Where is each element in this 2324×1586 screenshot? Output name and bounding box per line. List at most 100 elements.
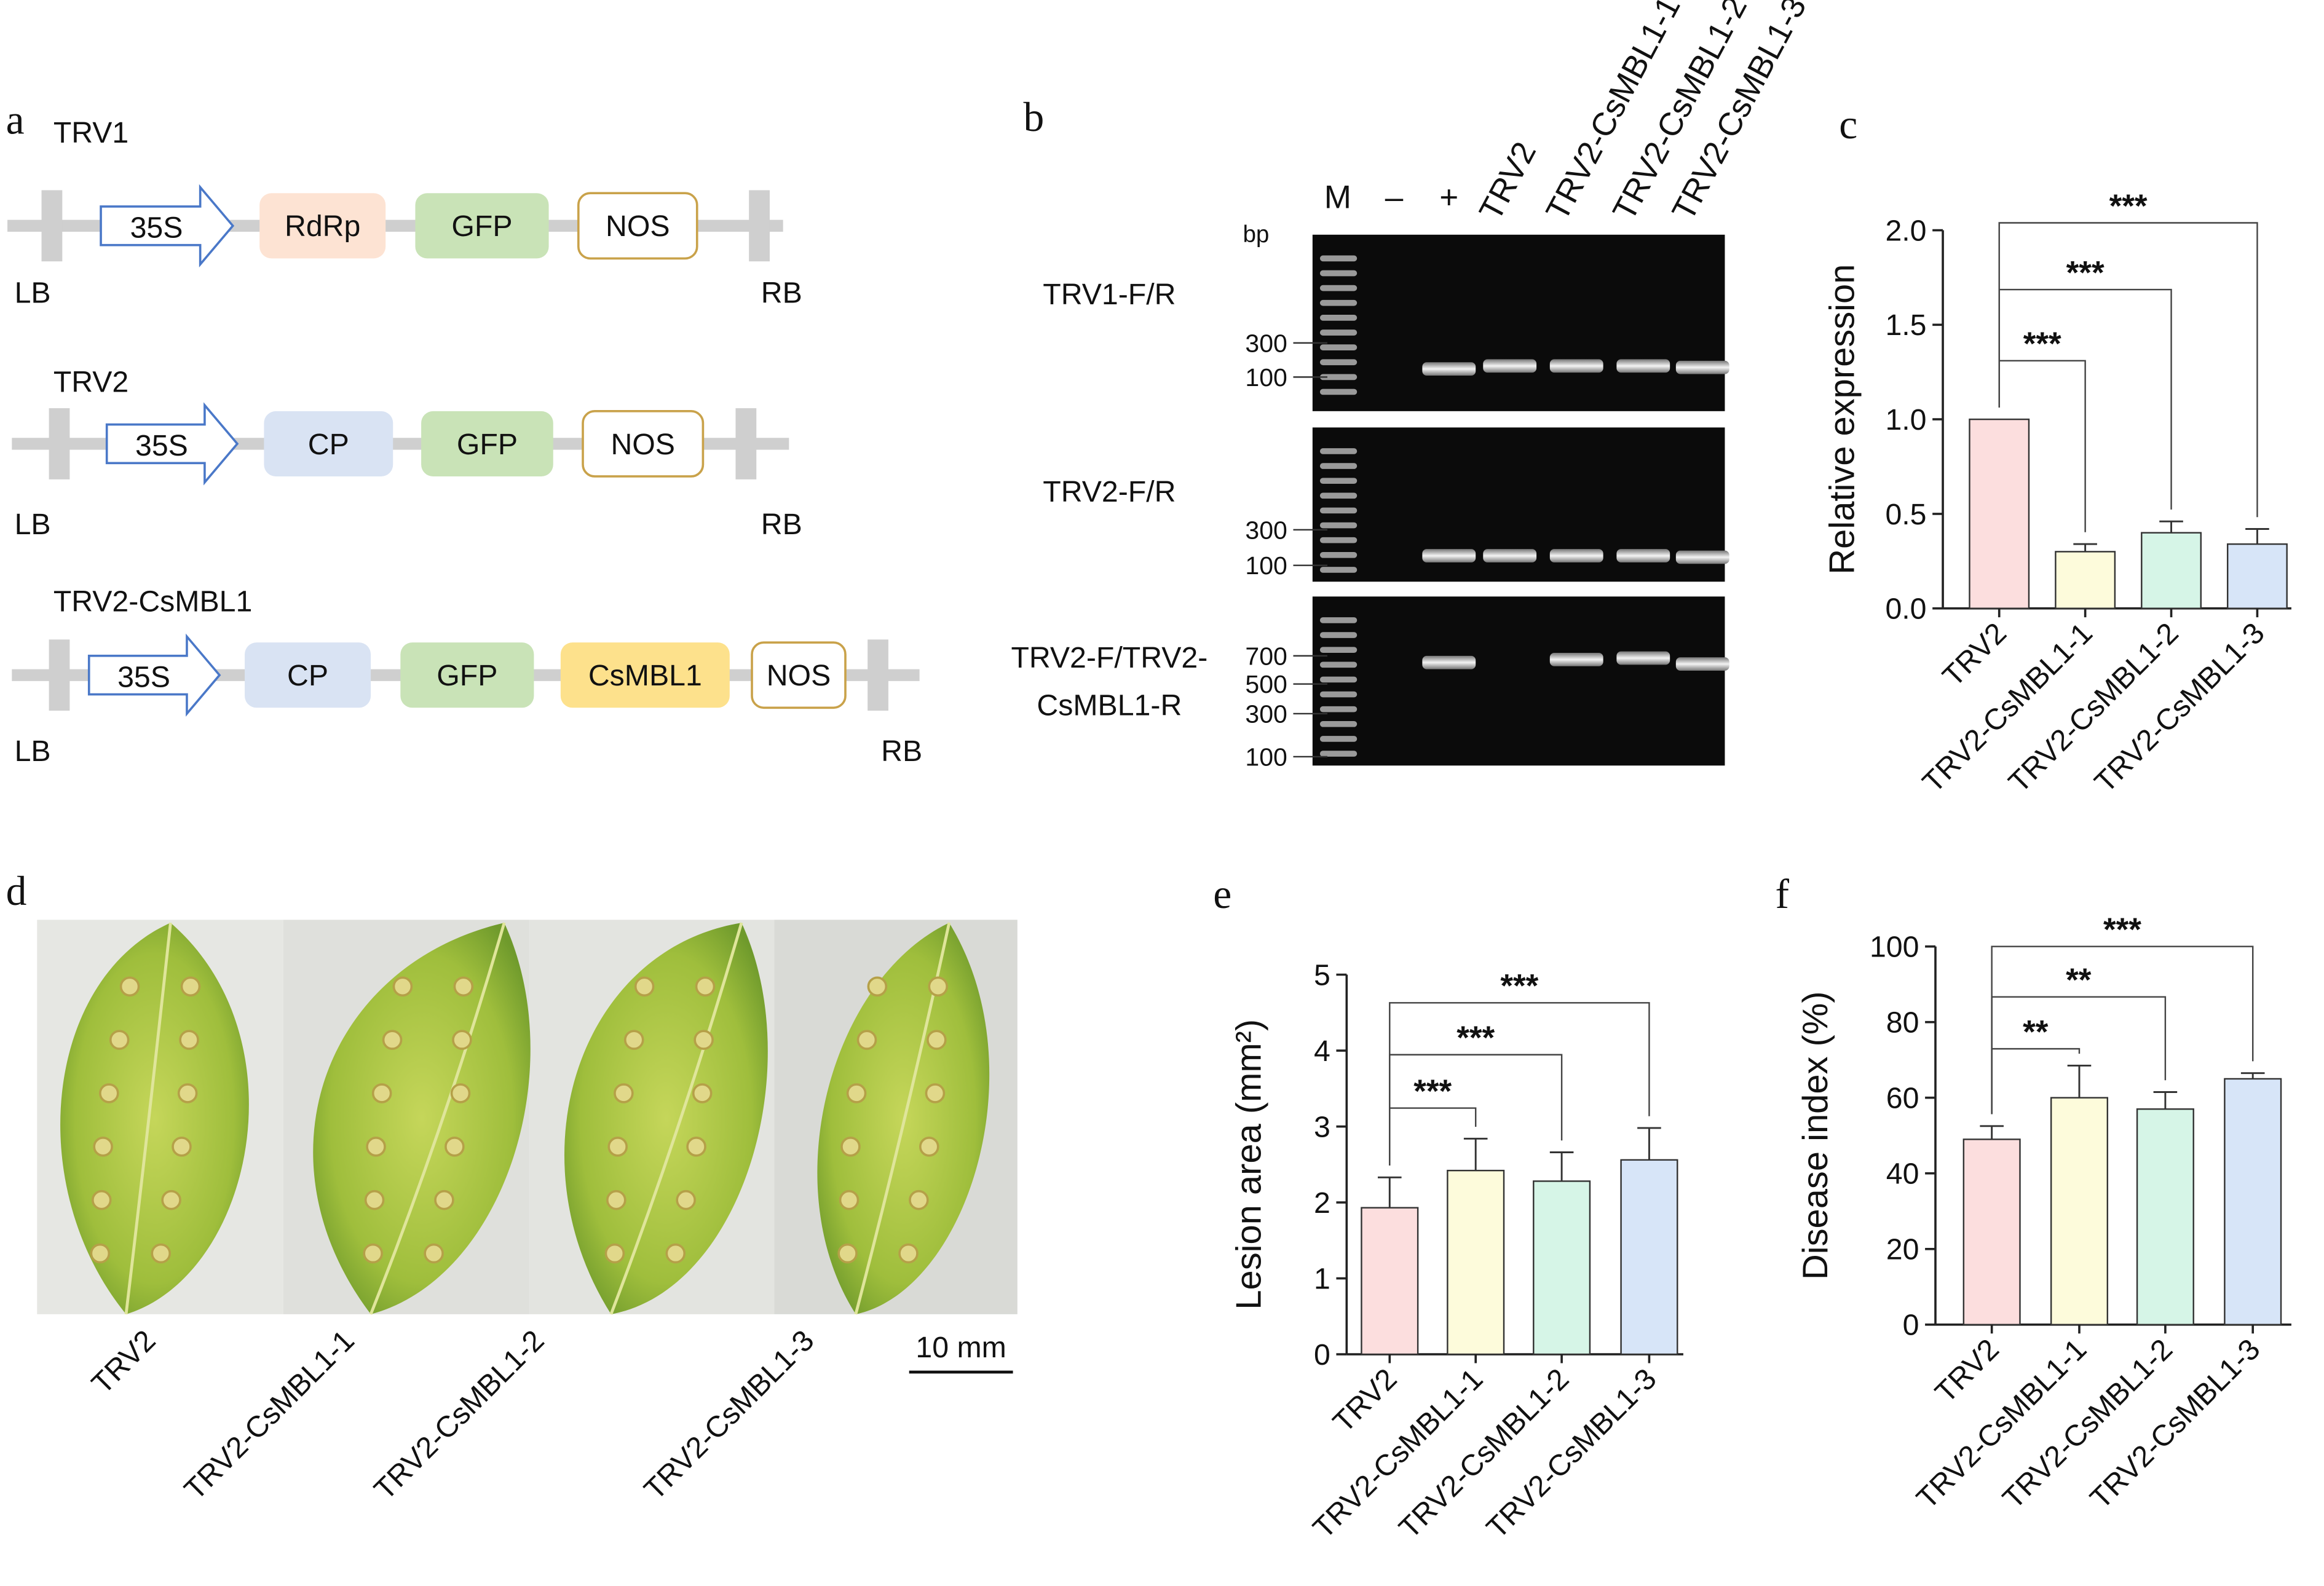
lesion: [925, 1083, 946, 1103]
left-border: LB: [15, 277, 51, 310]
ladder-band: [1319, 661, 1358, 668]
marker-label: 100: [1245, 743, 1287, 771]
ladder-band: [1319, 507, 1358, 514]
element-box: [400, 642, 534, 708]
marker-label: 300: [1245, 329, 1287, 357]
promoter-arrow: [105, 402, 239, 486]
lesion: [180, 976, 201, 997]
element-label: NOS: [606, 210, 670, 243]
error-bar: [1980, 1125, 2004, 1140]
lesion: [151, 1243, 172, 1264]
band: [1422, 362, 1476, 376]
lesion: [119, 976, 140, 997]
error-bar: [2153, 1091, 2178, 1110]
right-border: RB: [761, 508, 802, 541]
lane-label: –: [1385, 179, 1404, 215]
error-bar: [2240, 1072, 2265, 1079]
primer-label: CsMBL1-R: [1037, 688, 1182, 722]
lesion: [453, 976, 474, 997]
element-box: [259, 193, 386, 259]
leaf-midrib: [124, 922, 951, 1315]
band: [1616, 549, 1670, 562]
lesion: [93, 1137, 113, 1157]
band: [1483, 359, 1537, 373]
element-label: NOS: [611, 428, 675, 461]
significance-label: ***: [1413, 1073, 1452, 1110]
border-post: [49, 408, 70, 479]
ladder-band: [1319, 389, 1358, 395]
lesion: [452, 1030, 472, 1050]
y-tick-label: 1.0: [1885, 403, 1926, 436]
significance-label: ***: [2023, 326, 2061, 362]
x-tick-label: TRV2: [1327, 1362, 1404, 1439]
element-label: GFP: [437, 659, 497, 692]
lesion: [366, 1137, 386, 1157]
significance-bracket: [1991, 945, 2254, 1115]
band: [1483, 549, 1537, 562]
y-tick-label: 1: [1314, 1262, 1330, 1295]
bar: [1962, 1138, 2021, 1325]
y-axis-title: Disease index (%): [1796, 991, 1835, 1280]
leaf-photo: [37, 920, 1018, 1315]
x-tick-label: TRV2: [1936, 617, 2013, 693]
lesions: [90, 976, 949, 1264]
lesion: [91, 1190, 112, 1210]
element-label: NOS: [767, 659, 831, 692]
lesion: [919, 1137, 939, 1157]
lesion: [179, 1030, 199, 1050]
ladder-band: [1319, 270, 1358, 277]
element-box: [421, 411, 553, 476]
bar: [2055, 551, 2116, 609]
lesion: [665, 1243, 686, 1264]
element-box: [415, 193, 549, 259]
significance-label: ***: [1456, 1020, 1495, 1056]
y-tick-label: 2.0: [1885, 214, 1926, 247]
lesion: [927, 1030, 947, 1050]
primer-label: TRV1-F/R: [1043, 278, 1176, 311]
y-tick-label: 1.5: [1885, 309, 1926, 342]
bar: [2226, 543, 2288, 609]
lesion: [177, 1083, 198, 1103]
ladder-band: [1319, 299, 1358, 306]
y-tick-label: 0.0: [1885, 593, 1926, 626]
lesion: [898, 1243, 919, 1264]
element-label: CsMBL1: [588, 659, 702, 692]
ladder-band: [1319, 552, 1358, 558]
lesion: [434, 1190, 454, 1210]
lesion: [606, 1190, 626, 1210]
lesion: [695, 976, 716, 997]
border-post: [735, 408, 757, 479]
leaf-label: TRV2-CsMBL1-1: [178, 1324, 361, 1506]
lesion: [623, 1030, 644, 1050]
element-box: [245, 642, 371, 708]
lesion: [382, 1030, 403, 1050]
element-label: CP: [308, 428, 349, 461]
lesion: [928, 976, 949, 997]
marker-label: 100: [1245, 551, 1287, 580]
y-tick-label: 40: [1886, 1158, 1919, 1191]
construct-name: TRV1: [53, 116, 128, 149]
element-box: [582, 410, 705, 478]
lane-label: +: [1439, 179, 1458, 215]
band: [1675, 360, 1729, 374]
y-tick-label: 4: [1314, 1035, 1330, 1068]
y-tick-label: 60: [1886, 1082, 1919, 1115]
element-label: RdRp: [285, 210, 360, 243]
element-label: 35S: [130, 211, 183, 245]
border-post: [49, 639, 70, 711]
panel-letter: a: [6, 97, 25, 143]
promoter-arrow: [87, 633, 221, 717]
bar: [1361, 1207, 1419, 1355]
y-tick-label: 0: [1314, 1338, 1330, 1371]
element-box: [560, 642, 730, 708]
lesion: [371, 1083, 392, 1103]
lesion: [445, 1137, 465, 1157]
bar: [1447, 1169, 1505, 1355]
lane-label: M: [1324, 179, 1351, 215]
left-border: LB: [15, 508, 51, 541]
construct-name: TRV2-CsMBL1: [53, 585, 252, 618]
ladder-band: [1319, 706, 1358, 712]
ladder-band: [1319, 344, 1358, 350]
construct-name: TRV2: [53, 365, 128, 398]
unit: bp: [1243, 221, 1269, 248]
